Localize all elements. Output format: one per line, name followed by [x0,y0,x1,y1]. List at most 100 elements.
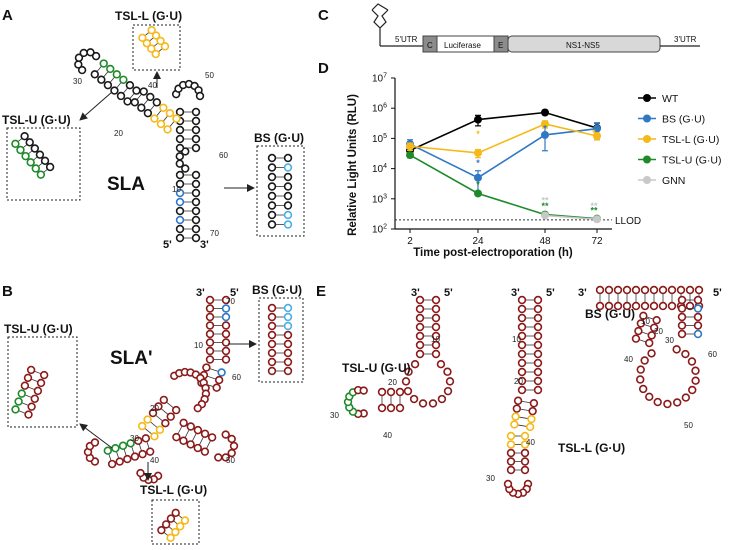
nucleotide [506,465,516,475]
nucleotide [155,425,165,434]
nucleotide [283,153,293,163]
nucleotide [23,373,33,383]
nucleotide [191,134,201,144]
panel-a-bs-label: BS (G·U) [254,131,304,145]
nucleotide [193,425,203,435]
nucleotide [649,323,659,332]
nucleotide [221,355,231,364]
nucleotide [221,295,231,305]
nucleotide [613,301,623,311]
nucleotide [386,387,396,397]
panel-a-arrow-tsl-u [79,91,113,121]
nucleotide [175,522,185,531]
nucleotide [229,441,239,451]
panel-e-l-pos-20: 20 [514,377,523,386]
data-point-tsl_l [474,148,482,157]
chart-y-tick-label: 106 [372,103,387,115]
panel-a-5prime: 5' [163,239,172,251]
panel-e-bs-label: BS (G·U) [585,307,635,321]
nucleotide [283,191,293,201]
nucleotide [267,348,277,358]
nucleotide [175,215,185,225]
nucleotide [147,25,156,35]
nucleotide [154,402,163,411]
nucleotide [221,321,231,330]
nucleotide [663,399,672,409]
chart-legend: WT BS (G·U) TSL-L (G·U) TSL-U (G·U) GNN [638,93,722,187]
nucleotide [193,403,202,413]
nucleotide [443,386,453,396]
panel-c-c-label: C [427,41,433,50]
nucleotide [533,349,543,359]
nucleotide [415,331,425,341]
nucleotide [191,125,201,135]
nucleotide [681,393,691,402]
data-point-tsl_u [406,151,414,160]
nucleotide [658,285,668,295]
panel-letter-a: A [2,7,13,24]
legend-marker-tsl_l [643,135,651,143]
nucleotide [681,349,690,359]
nucleotide [214,375,224,385]
nucleotide [175,159,184,168]
panel-a-3prime: 3' [200,239,209,251]
data-point-wt [541,108,549,117]
panel-letter-e: E [316,283,326,300]
nucleotide [267,366,277,376]
nucleotide [415,340,425,350]
series-line-tsl_u [409,154,598,220]
panel-e-tsl-u-label: TSL-U (G·U) [342,361,411,375]
panel-b-tsl-l-label: TSL-L (G·U) [140,483,207,497]
nucleotide [640,285,650,295]
nucleotide [395,387,405,397]
panel-b-structure-name: SLA' [110,348,153,369]
series-line-tsl_l [409,123,598,154]
nucleotide [205,295,215,305]
significance-marker: ** [541,201,549,211]
nucleotide [667,301,677,311]
nucleotide [175,170,185,180]
nucleotide [267,330,277,340]
nucleotide [415,313,425,323]
nucleotide [512,404,522,413]
nucleotide [221,430,230,439]
nucleotide [141,434,151,443]
nucleotide [631,301,641,311]
nucleotide [533,322,543,332]
nucleotide [159,395,169,405]
nucleotide [267,201,277,210]
significance-marker: ** [541,195,549,205]
nucleotide [517,385,527,395]
nucleotide [191,233,201,243]
nucleotide [161,520,171,529]
nucleotide [205,304,215,313]
nucleotide [267,339,277,349]
nucleotide [115,457,124,466]
nucleotide [175,179,185,189]
panel-b-bs-inset [258,297,304,383]
series-line-bs [409,127,598,179]
nucleotide [45,162,55,172]
nucleotide [136,468,145,478]
nucleotide [517,376,527,386]
nucleotide [90,70,99,79]
panel-b-pos-70: 70 [226,297,235,306]
nucleotide [221,346,231,356]
nucleotide [179,418,188,428]
nucleotide [525,422,535,432]
nucleotide [529,399,539,408]
nucleotide [74,60,83,69]
nucleotide [410,360,420,369]
chart-x-tick-label: 2 [407,236,413,247]
nucleotide [171,405,181,415]
panel-b-tsl-u-inset [7,336,78,428]
nucleotide [636,319,646,328]
nucleotide [528,406,537,416]
nucleotide [134,436,143,446]
nucleotide [533,295,543,305]
nucleotide [283,339,293,349]
nucleotide [517,322,527,332]
nucleotide [693,329,703,339]
nucleotide [506,431,516,441]
nucleotide [527,414,536,424]
